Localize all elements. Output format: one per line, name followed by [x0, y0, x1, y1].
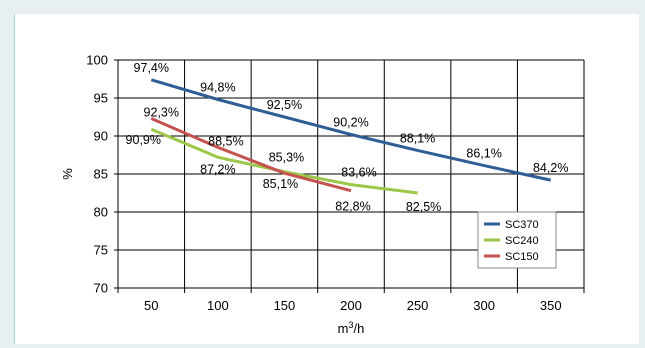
legend-label: SC150	[505, 251, 539, 263]
y-tick-label: 85	[94, 167, 108, 182]
data-label: 87,2%	[200, 162, 235, 176]
x-tick-label: 200	[340, 298, 362, 313]
y-tick-label: 70	[94, 281, 108, 296]
x-axis-label: m3/h	[338, 320, 365, 336]
data-label: 88,5%	[208, 134, 243, 148]
data-label: 90,9%	[126, 133, 161, 147]
data-label: 88,1%	[400, 131, 435, 145]
y-tick-label: 100	[86, 53, 108, 68]
data-label: 82,8%	[335, 200, 370, 214]
y-tick-label: 75	[94, 243, 108, 258]
data-label: 97,4%	[134, 61, 169, 75]
data-label: 83,6%	[341, 166, 376, 180]
x-tick-label: 350	[540, 298, 562, 313]
tick-labels: 70 75 80 85 90 95 100 50 100 150 200 250 300 350	[86, 53, 561, 314]
x-tick-label: 250	[407, 298, 429, 313]
axes	[114, 59, 585, 293]
legend-label: SC240	[505, 235, 539, 247]
data-label: 86,1%	[466, 147, 501, 161]
x-tick-label: 100	[207, 298, 229, 313]
y-tick-label: 90	[94, 129, 108, 144]
data-label: 82,5%	[406, 200, 441, 214]
grid-lines	[118, 59, 585, 288]
x-tick-label: 300	[473, 298, 495, 313]
series-lines	[150, 78, 552, 195]
x-tick-label: 150	[274, 298, 296, 313]
x-tick-label: 50	[144, 298, 158, 313]
data-label: 84,2%	[533, 161, 568, 175]
series-line-sc370	[150, 78, 552, 182]
data-label: 85,3%	[269, 151, 304, 165]
series-line-sc150	[150, 117, 352, 193]
y-tick-label: 95	[94, 91, 108, 106]
y-tick-label: 80	[94, 205, 108, 220]
legend: SC370 SC240 SC150	[477, 211, 557, 269]
legend-label: SC370	[505, 219, 539, 231]
frame-left-rule	[14, 14, 15, 344]
y-axis-label: %	[60, 168, 75, 180]
data-label: 92,5%	[267, 98, 302, 112]
data-label: 92,3%	[144, 106, 179, 120]
data-label: 94,8%	[200, 81, 235, 95]
data-label: 90,2%	[333, 115, 368, 129]
data-labels: 97,4% 94,8% 92,5% 90,2% 88,1% 86,1% 84,2% 90,9%…	[126, 61, 569, 214]
data-label: 85,1%	[263, 177, 298, 191]
